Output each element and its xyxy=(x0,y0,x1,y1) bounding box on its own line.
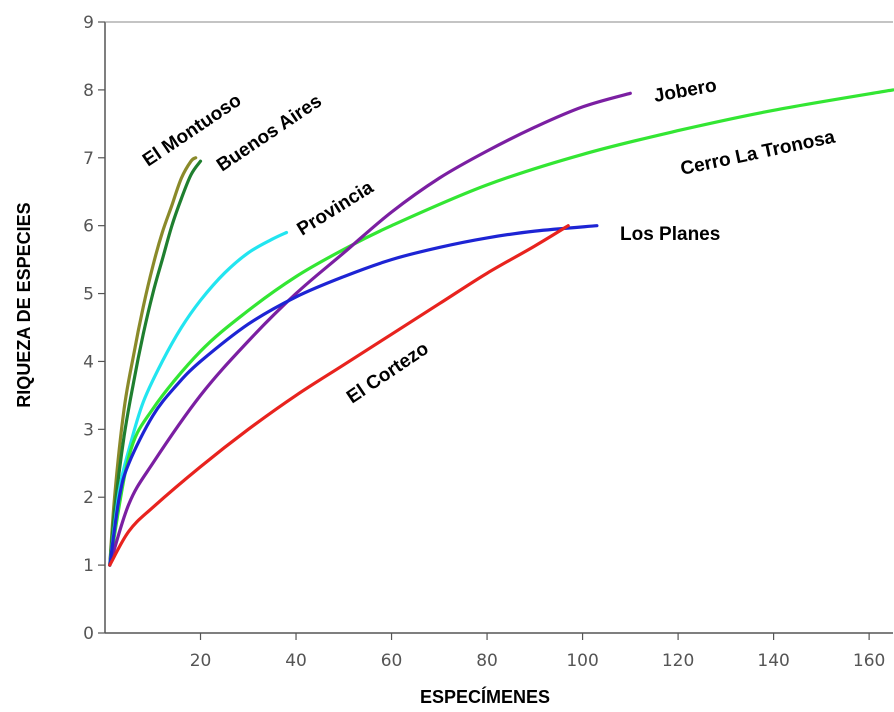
y-tick-label: 6 xyxy=(83,217,94,237)
x-tick-label: 40 xyxy=(285,651,307,671)
series-line-cerro-la-tronosa xyxy=(108,88,894,567)
series-label-los-planes: Los Planes xyxy=(620,224,720,245)
y-tick-label: 3 xyxy=(83,420,94,440)
x-tick-label: 80 xyxy=(476,651,498,671)
y-axis-title: RIQUEZA DE ESPECIES xyxy=(14,202,34,407)
y-tick-label: 8 xyxy=(83,81,94,101)
plot-frame xyxy=(104,21,893,634)
x-tick-label: 140 xyxy=(757,651,789,671)
y-tick-label: 5 xyxy=(83,285,94,305)
series-line-los-planes xyxy=(108,224,599,567)
series-line-provincia xyxy=(108,230,289,567)
axis-ticks: 0 1 2 3 4 5 6 7 8 9 20 40 60 80 100 120 140 160 xyxy=(83,13,885,671)
x-axis-title: ESPECÍMENES xyxy=(420,686,550,707)
series-line-el-montuoso xyxy=(108,156,198,567)
series-line-jobero xyxy=(108,91,632,567)
y-tick-label: 9 xyxy=(83,13,94,33)
y-tick-label: 7 xyxy=(83,149,94,169)
x-tick-label: 20 xyxy=(190,651,212,671)
y-tick-label: 0 xyxy=(83,624,94,644)
x-tick-label: 100 xyxy=(566,651,598,671)
y-tick-label: 2 xyxy=(83,488,94,508)
series-line-el-cortezo xyxy=(108,224,570,567)
series-lines xyxy=(108,88,894,567)
x-tick-label: 60 xyxy=(381,651,403,671)
y-tick-label: 4 xyxy=(83,352,94,372)
y-tick-label: 1 xyxy=(83,556,94,576)
x-tick-label: 160 xyxy=(853,651,885,671)
series-line-buenos-aires xyxy=(108,159,203,567)
x-tick-label: 120 xyxy=(662,651,694,671)
